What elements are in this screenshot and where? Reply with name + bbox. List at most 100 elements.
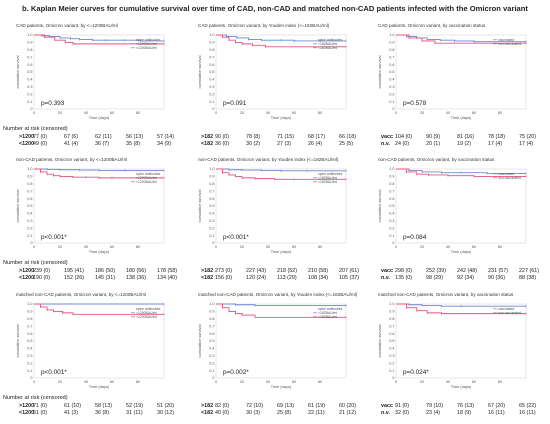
- y-tick-label: 0.1: [27, 369, 32, 373]
- survival-curve: [34, 34, 164, 42]
- legend-entry: vaccinated: [498, 307, 514, 311]
- legend-entry: non-vaccinated: [498, 311, 521, 315]
- y-tick-label: 0.5: [389, 339, 394, 343]
- x-tick-label: 40: [446, 380, 450, 384]
- risk-cell: 30 (2): [246, 141, 261, 147]
- risk-cell: 81 (16): [457, 134, 475, 140]
- risk-cell: 31 (11): [126, 410, 143, 416]
- x-axis-label: Time (days): [451, 384, 472, 389]
- risk-cell: 78 (8): [246, 134, 261, 140]
- risk-cell: 36 (0): [215, 141, 230, 147]
- legend-entry: >1200BAU/ml: [136, 311, 157, 315]
- risk-cell: 145 (31): [95, 275, 116, 281]
- legend-entry: spice antibodies: [318, 38, 343, 42]
- y-tick-label: 0.7: [209, 324, 214, 328]
- risk-cell: 67 (6): [64, 134, 79, 140]
- legend-entry: <1200BAU/ml: [136, 46, 157, 50]
- risk-cell: 71 (15): [277, 134, 295, 140]
- risk-cell: 41 (4): [64, 141, 79, 147]
- y-axis-label: cumulative survival: [15, 55, 20, 88]
- x-tick-label: 80: [498, 111, 502, 115]
- x-tick-label: 80: [498, 245, 502, 249]
- x-tick-label: 80: [136, 380, 140, 384]
- risk-cell: 113 (29): [277, 275, 297, 281]
- km-chart-2: CAD patients, Omicron variant, by Youden…: [197, 23, 347, 120]
- risk-cell: 92 (34): [457, 275, 475, 281]
- risk-group-label: >182: [201, 134, 214, 140]
- x-tick-label: 0: [395, 111, 397, 115]
- p-value: p=0.084: [403, 234, 427, 241]
- chart-title: non-CAD patients, Omicron variant, by <=…: [16, 157, 127, 162]
- x-axis-label: Time (days): [271, 115, 292, 120]
- x-tick-label: 80: [136, 245, 140, 249]
- y-tick-label: 0.6: [389, 332, 394, 336]
- x-tick-label: 20: [240, 111, 244, 115]
- x-tick-label: 40: [446, 111, 450, 115]
- legend-entry: >182BAU/ml: [318, 311, 337, 315]
- x-tick-label: 20: [240, 245, 244, 249]
- y-tick-label: 0.1: [389, 100, 394, 104]
- y-tick-label: 0.4: [389, 347, 394, 351]
- y-axis-label: cumulative survival: [197, 324, 202, 357]
- p-value: p=0.091: [223, 100, 247, 107]
- y-tick-label: 1.0: [27, 167, 32, 171]
- risk-cell: 25 (5): [339, 141, 354, 147]
- x-tick-label: 0: [33, 380, 35, 384]
- legend-entry: >1200BAU/ml: [136, 176, 157, 180]
- x-tick-label: 60: [110, 380, 114, 384]
- legend-entry: <182BAU/ml: [318, 46, 337, 50]
- y-axis-label: cumulative survival: [15, 324, 20, 357]
- risk-cell: 36 (8): [95, 410, 110, 416]
- x-tick-label: 40: [266, 380, 270, 384]
- risk-group-label: n.v.: [381, 410, 390, 416]
- y-tick-label: 0.2: [27, 92, 32, 96]
- risk-cell: 67 (20): [488, 403, 506, 409]
- y-tick-label: 0.9: [209, 175, 214, 179]
- x-axis-label: Time (days): [451, 115, 472, 120]
- y-tick-label: 0.1: [209, 234, 214, 238]
- risk-cell: 27 (3): [277, 141, 292, 147]
- km-chart-9: matched non-CAD patients, Omicron varian…: [377, 292, 527, 389]
- x-axis-label: Time (days): [271, 384, 292, 389]
- y-tick-label: 0.4: [209, 78, 214, 82]
- y-tick-label: 0.2: [27, 226, 32, 230]
- y-tick-label: 0.6: [389, 197, 394, 201]
- risk-cell: 180 (56): [126, 268, 147, 274]
- plot-frame: [33, 34, 165, 110]
- p-value: p=0.578: [403, 100, 427, 107]
- y-axis-label: cumulative survival: [197, 189, 202, 222]
- risk-cell: 190 (0): [33, 275, 51, 281]
- y-tick-label: 0.2: [209, 361, 214, 365]
- legend-entry: spice antibodies: [136, 172, 161, 176]
- risk-cell: 76 (13): [457, 403, 475, 409]
- risk-cell: 178 (58): [157, 268, 178, 274]
- risk-cell: 56 (13): [126, 134, 144, 140]
- risk-cell: 61 (10): [64, 403, 82, 409]
- legend-entry: non-vaccinated: [498, 42, 521, 46]
- risk-cell: 90 (9): [426, 134, 441, 140]
- risk-group-label: <1200: [19, 275, 35, 281]
- y-tick-label: 0.4: [27, 212, 32, 216]
- risk-cell: 210 (58): [308, 268, 329, 274]
- km-chart-3: CAD patients, Omicron variant, by vaccin…: [377, 23, 527, 120]
- y-tick-label: 0.7: [209, 189, 214, 193]
- risk-cell: 69 (13): [277, 403, 295, 409]
- y-tick-label: 0: [212, 107, 214, 111]
- risk-cell: 273 (0): [215, 268, 233, 274]
- risk-cell: 16 (11): [488, 410, 505, 416]
- legend-entry: <182BAU/ml: [318, 315, 337, 319]
- plot-frame: [215, 34, 347, 110]
- survival-curve: [216, 34, 346, 48]
- number-at-risk-heading: Number at risk (censored): [3, 395, 68, 401]
- risk-cell: 23 (4): [426, 410, 441, 416]
- y-tick-label: 0.4: [27, 78, 32, 82]
- figure-title: b. Kaplan Meier curves for cumulative su…: [22, 4, 528, 13]
- x-tick-label: 0: [33, 111, 35, 115]
- x-tick-label: 20: [420, 111, 424, 115]
- x-tick-label: 0: [33, 245, 35, 249]
- legend-entry: vaccinated: [498, 38, 514, 42]
- x-tick-label: 20: [420, 380, 424, 384]
- y-tick-label: 0.1: [389, 234, 394, 238]
- risk-cell: 36 (7): [95, 141, 110, 147]
- risk-cell: 105 (37): [339, 275, 360, 281]
